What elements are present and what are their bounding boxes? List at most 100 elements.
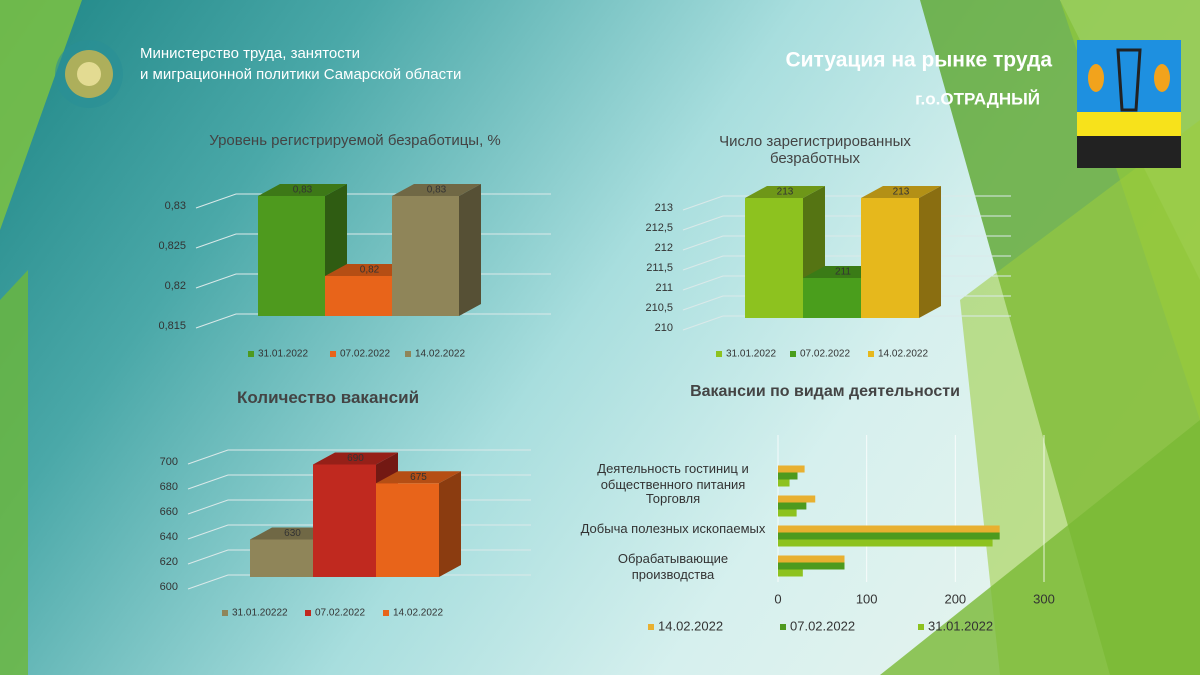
legend-label: 07.02.2022 xyxy=(315,608,365,619)
grid-line xyxy=(187,574,531,590)
bar xyxy=(778,509,797,517)
bar xyxy=(778,502,807,510)
bar-top xyxy=(392,184,481,196)
legend-swatch xyxy=(648,624,654,630)
y-tick-label: 212 xyxy=(655,242,673,254)
legend-label: 31.01.20222 xyxy=(232,608,288,619)
legend-swatch xyxy=(305,610,311,616)
y-tick-label: 211 xyxy=(655,282,673,294)
legend-label: 31.01.2022 xyxy=(928,618,993,633)
bar-top xyxy=(313,452,398,465)
legend-label: 07.02.2022 xyxy=(340,349,390,360)
x-tick-label: 100 xyxy=(856,591,878,606)
bar xyxy=(778,569,803,577)
value-label: 211 xyxy=(835,267,851,278)
chart-title: Вакансии по видам деятельности xyxy=(690,383,960,400)
chart-title: Число зарегистрированных безработных xyxy=(719,133,911,167)
legend-swatch xyxy=(780,624,786,630)
bar-side xyxy=(459,184,481,316)
bar-top xyxy=(325,264,414,276)
chart-title: Количество вакансий xyxy=(236,388,420,407)
bar-top xyxy=(745,186,825,198)
y-tick-label: 210 xyxy=(655,322,673,334)
bar xyxy=(778,525,1000,533)
bar xyxy=(861,198,919,318)
category-label: Торговля xyxy=(645,491,701,506)
legend-swatch xyxy=(248,351,254,357)
grid-line xyxy=(682,315,1011,331)
grid-line xyxy=(682,195,1011,211)
value-label: 675 xyxy=(410,472,427,483)
legend-label: 14.02.2022 xyxy=(878,349,928,360)
legend-swatch xyxy=(716,351,722,357)
grid-line xyxy=(682,235,1011,251)
legend-label: 14.02.2022 xyxy=(415,349,465,360)
value-label: 0,82 xyxy=(360,265,380,276)
chart-title: Уровень регистрируемой безработицы, % xyxy=(209,132,501,149)
value-label: 630 xyxy=(284,528,301,539)
legend-label: 31.01.2022 xyxy=(258,349,308,360)
grid-line xyxy=(682,215,1011,231)
bar xyxy=(778,562,845,570)
grid-line xyxy=(195,193,551,209)
bar-side xyxy=(919,186,941,318)
bar xyxy=(803,278,861,318)
coat-of-arms xyxy=(1077,40,1181,168)
grid-line xyxy=(195,233,551,249)
x-tick-label: 200 xyxy=(944,591,966,606)
legend-label: 31.01.2022 xyxy=(726,349,776,360)
legend-swatch xyxy=(405,351,411,357)
x-tick-label: 0 xyxy=(774,591,781,606)
slide-title: Ситуация на рынке труда xyxy=(785,49,1052,72)
bar-top xyxy=(376,471,461,484)
city: г.о.ОТРАДНЫЙ xyxy=(915,89,1040,108)
category-label: Деятельность гостиниц и общественного пи… xyxy=(597,461,749,492)
value-label: 213 xyxy=(777,187,794,198)
bar xyxy=(745,198,803,318)
bar xyxy=(778,555,845,563)
x-tick-label: 300 xyxy=(1033,591,1055,606)
y-tick-label: 210,5 xyxy=(645,302,673,314)
bar xyxy=(778,532,1000,540)
y-tick-label: 0,82 xyxy=(165,280,186,292)
legend-label: 07.02.2022 xyxy=(800,349,850,360)
y-tick-label: 640 xyxy=(160,531,178,543)
bar xyxy=(313,464,376,577)
y-tick-label: 700 xyxy=(160,456,178,468)
legend-swatch xyxy=(790,351,796,357)
value-label: 0,83 xyxy=(293,185,313,196)
value-label: 0,83 xyxy=(427,185,447,196)
legend-swatch xyxy=(868,351,874,357)
ministry-line: Министерство труда, занятости xyxy=(140,45,360,62)
category-label: Добыча полезных ископаемых xyxy=(580,521,766,536)
y-tick-label: 211,5 xyxy=(646,262,673,274)
y-tick-label: 600 xyxy=(160,581,178,593)
ministry-line: и миграционной политики Самарской област… xyxy=(140,66,461,83)
y-tick-label: 620 xyxy=(160,556,178,568)
bar xyxy=(258,196,325,316)
y-tick-label: 0,815 xyxy=(158,320,186,332)
legend-swatch xyxy=(918,624,924,630)
bar-top xyxy=(258,184,347,196)
value-label: 690 xyxy=(347,453,364,464)
y-tick-label: 0,825 xyxy=(158,240,186,252)
value-label: 213 xyxy=(893,187,910,198)
y-tick-label: 660 xyxy=(160,506,178,518)
legend-swatch xyxy=(222,610,228,616)
y-tick-label: 213 xyxy=(655,202,673,214)
legend-swatch xyxy=(383,610,389,616)
bar-side xyxy=(439,471,461,577)
grid-line xyxy=(195,313,551,329)
legend-label: 14.02.2022 xyxy=(393,608,443,619)
bar xyxy=(250,539,313,577)
decor xyxy=(0,270,28,675)
legend-label: 07.02.2022 xyxy=(790,618,855,633)
grid-line xyxy=(187,449,531,465)
bar xyxy=(778,465,805,473)
legend-label: 14.02.2022 xyxy=(658,618,723,633)
logo xyxy=(55,40,123,108)
y-tick-label: 0,83 xyxy=(165,200,186,212)
